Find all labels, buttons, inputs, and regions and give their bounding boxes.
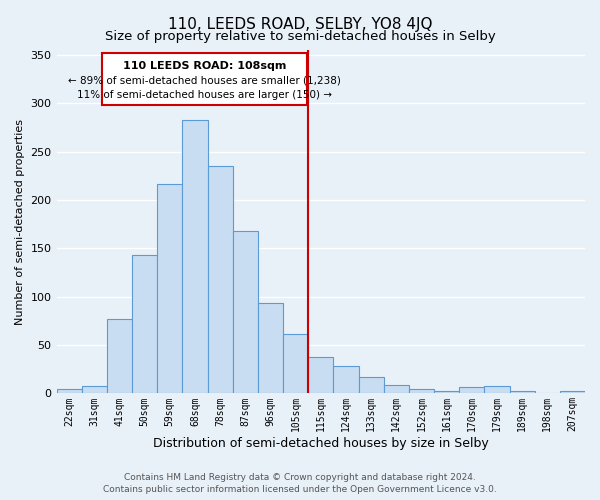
- Text: ← 89% of semi-detached houses are smaller (1,238): ← 89% of semi-detached houses are smalle…: [68, 76, 341, 86]
- X-axis label: Distribution of semi-detached houses by size in Selby: Distribution of semi-detached houses by …: [153, 437, 488, 450]
- Text: 110, LEEDS ROAD, SELBY, YO8 4JQ: 110, LEEDS ROAD, SELBY, YO8 4JQ: [168, 18, 432, 32]
- Text: 110 LEEDS ROAD: 108sqm: 110 LEEDS ROAD: 108sqm: [122, 62, 286, 72]
- Bar: [484, 386, 509, 394]
- Bar: [459, 386, 484, 394]
- Bar: [283, 334, 308, 394]
- Y-axis label: Number of semi-detached properties: Number of semi-detached properties: [15, 118, 25, 324]
- Bar: [509, 390, 535, 394]
- Bar: [334, 366, 359, 394]
- Text: Contains HM Land Registry data © Crown copyright and database right 2024.
Contai: Contains HM Land Registry data © Crown c…: [103, 473, 497, 494]
- Bar: [56, 388, 82, 394]
- FancyBboxPatch shape: [102, 53, 307, 105]
- Bar: [107, 319, 132, 394]
- Bar: [383, 384, 409, 394]
- Bar: [409, 388, 434, 394]
- Text: Size of property relative to semi-detached houses in Selby: Size of property relative to semi-detach…: [104, 30, 496, 43]
- Bar: [182, 120, 208, 394]
- Bar: [359, 377, 383, 394]
- Bar: [560, 392, 585, 394]
- Bar: [157, 184, 182, 394]
- Bar: [308, 356, 334, 394]
- Bar: [434, 390, 459, 394]
- Text: 11% of semi-detached houses are larger (150) →: 11% of semi-detached houses are larger (…: [77, 90, 332, 101]
- Bar: [208, 166, 233, 394]
- Bar: [258, 304, 283, 394]
- Bar: [132, 255, 157, 394]
- Bar: [82, 386, 107, 394]
- Bar: [233, 231, 258, 394]
